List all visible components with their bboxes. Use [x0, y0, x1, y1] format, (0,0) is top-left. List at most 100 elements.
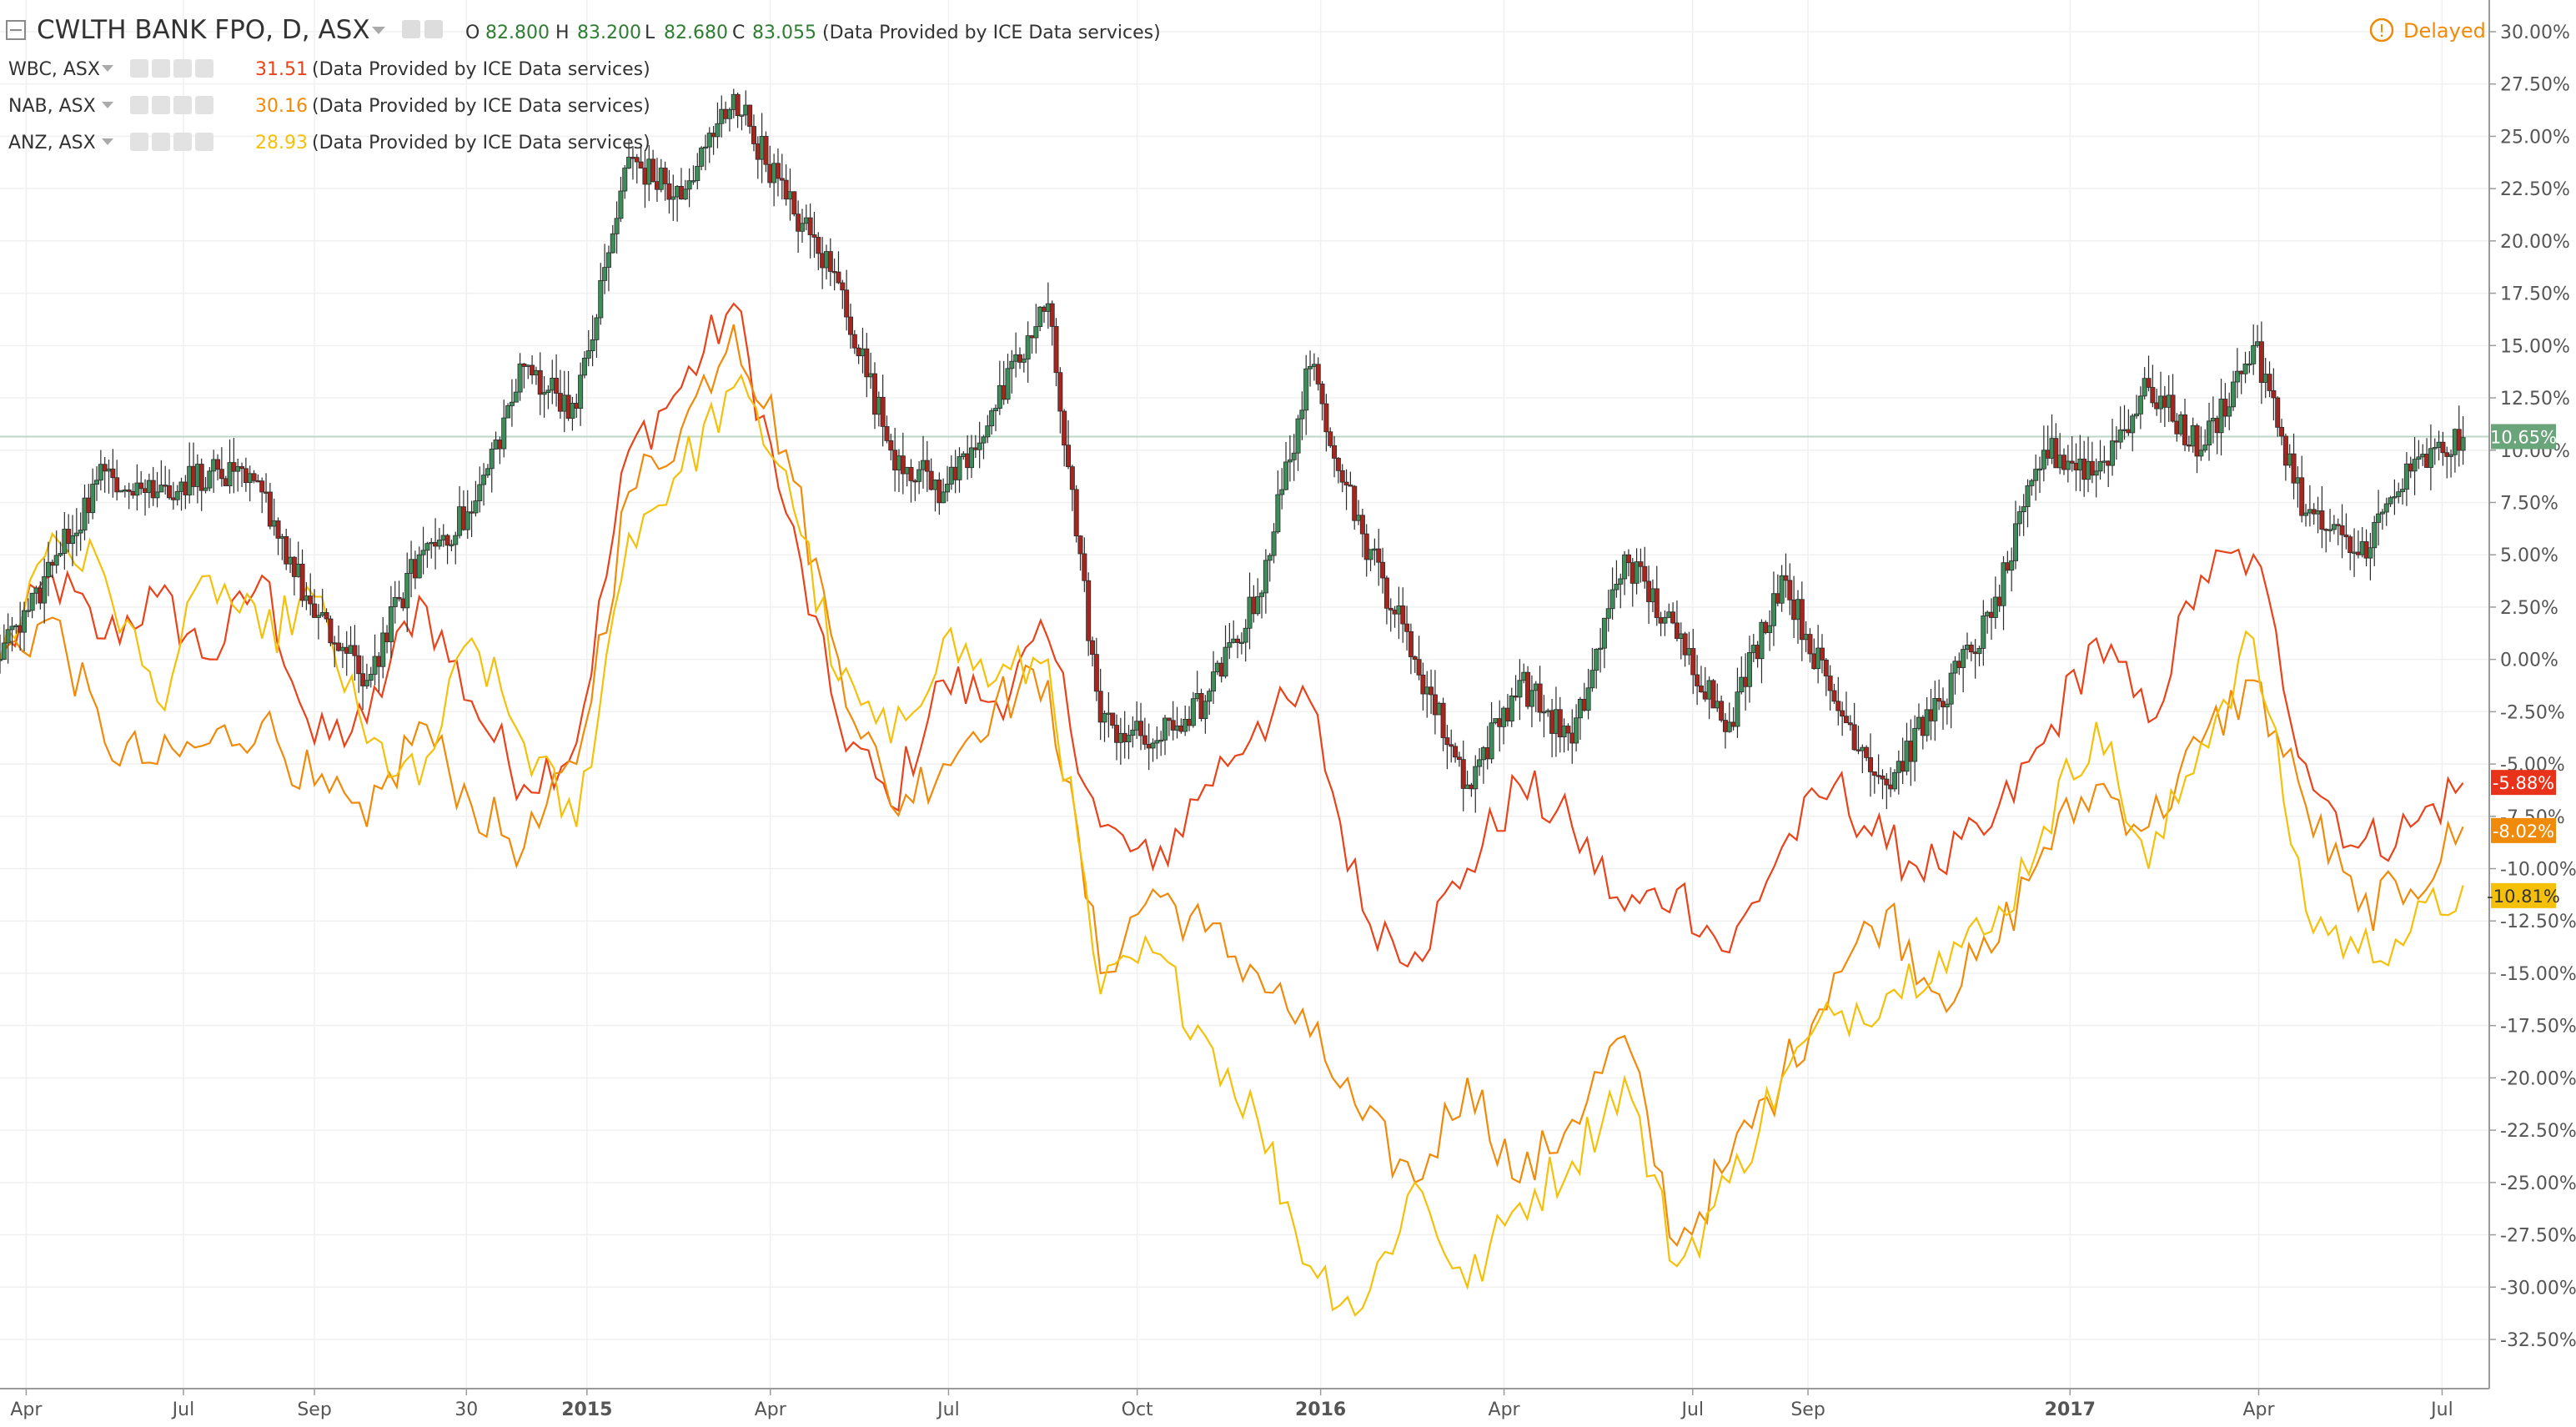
- candle-body[interactable]: [1166, 717, 1172, 721]
- candle-body[interactable]: [2460, 437, 2466, 451]
- candle-body[interactable]: [997, 384, 1002, 409]
- candle-body[interactable]: [1634, 561, 1640, 584]
- candle-body[interactable]: [1719, 701, 1725, 721]
- candle-body[interactable]: [2383, 503, 2389, 513]
- candle-body[interactable]: [279, 536, 285, 539]
- candle-body[interactable]: [1170, 720, 1176, 731]
- candle-body[interactable]: [138, 482, 144, 490]
- candle-body[interactable]: [1436, 702, 1442, 716]
- candle-body[interactable]: [634, 157, 640, 163]
- candle-body[interactable]: [328, 618, 334, 644]
- candle-body[interactable]: [1961, 649, 1966, 668]
- candle-body[interactable]: [626, 157, 632, 168]
- candle-body[interactable]: [2420, 454, 2426, 458]
- candle-body[interactable]: [90, 484, 96, 514]
- candle-body[interactable]: [723, 108, 729, 119]
- candle-body[interactable]: [1449, 744, 1454, 747]
- candle-body[interactable]: [247, 473, 253, 483]
- candle-body[interactable]: [1561, 726, 1567, 737]
- candle-body[interactable]: [618, 190, 624, 219]
- candle-body[interactable]: [1831, 690, 1837, 702]
- candle-body[interactable]: [767, 163, 773, 183]
- candle-body[interactable]: [1489, 722, 1494, 760]
- candle-body[interactable]: [1029, 335, 1035, 339]
- candle-body[interactable]: [2097, 461, 2103, 472]
- candle-body[interactable]: [2400, 489, 2406, 493]
- candle-body[interactable]: [965, 453, 971, 469]
- candle-body[interactable]: [783, 179, 789, 200]
- candle-body[interactable]: [2416, 456, 2422, 460]
- candle-body[interactable]: [836, 271, 841, 284]
- compare-symbol-label[interactable]: ANZ, ASX: [8, 133, 96, 153]
- candle-body[interactable]: [1037, 306, 1043, 327]
- candle-body[interactable]: [227, 462, 233, 486]
- candle-body[interactable]: [493, 440, 499, 450]
- candle-body[interactable]: [2037, 468, 2043, 471]
- candle-body[interactable]: [941, 491, 947, 504]
- candle-body[interactable]: [1497, 718, 1503, 727]
- candle-body[interactable]: [1867, 757, 1873, 772]
- candle-body[interactable]: [1545, 710, 1551, 712]
- candle-body[interactable]: [2267, 374, 2272, 391]
- candle-body[interactable]: [1646, 580, 1652, 602]
- candle-body[interactable]: [1710, 680, 1716, 709]
- candle-body[interactable]: [820, 253, 826, 269]
- candle-body[interactable]: [1198, 693, 1204, 720]
- candle-body[interactable]: [1416, 659, 1422, 676]
- candle-body[interactable]: [779, 178, 785, 181]
- candle-body[interactable]: [513, 391, 519, 403]
- candle-body[interactable]: [1629, 562, 1635, 584]
- candle-body[interactable]: [2222, 399, 2228, 417]
- series-line-nab[interactable]: [0, 324, 2464, 1248]
- candle-body[interactable]: [1537, 683, 1543, 713]
- candle-body[interactable]: [2126, 429, 2132, 434]
- candle-body[interactable]: [1682, 633, 1688, 656]
- candle-body[interactable]: [1884, 778, 1890, 786]
- candle-body[interactable]: [1678, 633, 1684, 639]
- candle-body[interactable]: [1122, 732, 1127, 742]
- candle-body[interactable]: [231, 462, 237, 472]
- candle-body[interactable]: [952, 466, 958, 480]
- candle-body[interactable]: [126, 490, 132, 492]
- candle-body[interactable]: [2303, 512, 2309, 516]
- candle-body[interactable]: [2396, 491, 2402, 497]
- candle-body[interactable]: [1779, 575, 1785, 604]
- candle-body[interactable]: [2016, 511, 2022, 525]
- candle-body[interactable]: [2299, 477, 2305, 516]
- candle-body[interactable]: [1194, 693, 1200, 700]
- candle-body[interactable]: [981, 436, 987, 444]
- candle-body[interactable]: [1843, 716, 1849, 724]
- candle-body[interactable]: [747, 104, 753, 127]
- candle-body[interactable]: [2352, 551, 2358, 554]
- candle-body[interactable]: [686, 180, 692, 190]
- candle-body[interactable]: [1093, 654, 1099, 692]
- candle-body[interactable]: [1876, 775, 1881, 777]
- chevron-down-icon[interactable]: [102, 138, 113, 145]
- candle-body[interactable]: [1352, 485, 1358, 521]
- candle-body[interactable]: [1315, 364, 1321, 384]
- candle-body[interactable]: [1577, 699, 1583, 719]
- candle-body[interactable]: [578, 374, 584, 409]
- candle-body[interactable]: [1477, 759, 1483, 767]
- candle-body[interactable]: [961, 453, 967, 457]
- candle-body[interactable]: [1086, 580, 1092, 641]
- candle-body[interactable]: [1932, 697, 1938, 721]
- candle-body[interactable]: [239, 466, 245, 470]
- candle-body[interactable]: [1343, 481, 1349, 485]
- candle-body[interactable]: [436, 540, 442, 547]
- candle-body[interactable]: [2262, 374, 2268, 383]
- candle-body[interactable]: [2202, 445, 2208, 451]
- candle-body[interactable]: [1916, 716, 1921, 729]
- candle-body[interactable]: [2053, 438, 2059, 469]
- candle-body[interactable]: [868, 373, 874, 378]
- candle-body[interactable]: [118, 490, 124, 493]
- candle-body[interactable]: [658, 168, 664, 190]
- compare-legend-row[interactable]: WBC, ASX 31.51 (Data Provided by ICE Data …: [8, 59, 650, 80]
- candle-body[interactable]: [1279, 489, 1285, 495]
- candle-body[interactable]: [1791, 599, 1797, 621]
- candle-body[interactable]: [904, 466, 910, 475]
- candle-body[interactable]: [1783, 575, 1789, 581]
- candle-body[interactable]: [581, 358, 587, 376]
- candle-body[interactable]: [2029, 480, 2035, 486]
